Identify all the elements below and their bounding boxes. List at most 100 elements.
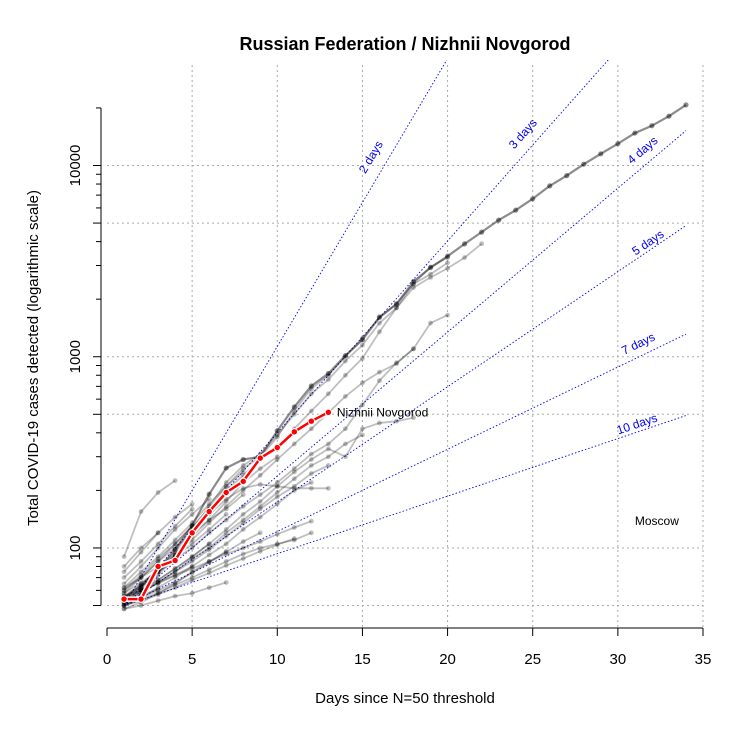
region-point <box>138 581 144 587</box>
y-axis-label: Total COVID-19 cases detected (logarithm… <box>25 190 42 526</box>
doubling-label: 7 days <box>619 330 657 358</box>
region-point <box>223 527 229 532</box>
region-point <box>240 469 246 475</box>
region-point <box>223 517 229 523</box>
highlight-point <box>256 454 264 462</box>
region-line <box>123 479 176 558</box>
region-point <box>223 483 229 489</box>
region-point <box>121 590 127 596</box>
region-point <box>138 580 144 585</box>
highlight-point <box>324 408 333 417</box>
moscow-point <box>564 173 570 179</box>
region-line <box>123 483 329 592</box>
region-line <box>123 531 261 610</box>
region-point <box>189 501 195 507</box>
x-tick-label: 20 <box>439 651 456 668</box>
region-point <box>325 446 331 452</box>
region-point <box>138 545 144 551</box>
region-point <box>274 480 280 485</box>
region-point <box>189 545 195 551</box>
region-point <box>138 603 144 608</box>
region-point <box>343 441 348 447</box>
region-point <box>274 531 280 537</box>
region-point <box>308 391 314 397</box>
moscow-point <box>376 314 383 320</box>
region-point <box>325 441 331 447</box>
region-point <box>274 432 280 438</box>
region-point <box>155 530 161 536</box>
region-point <box>291 408 297 414</box>
region-point <box>206 530 212 536</box>
region-point <box>257 499 263 504</box>
region-line <box>123 416 414 604</box>
region-point <box>257 472 263 478</box>
moscow-point <box>598 151 604 157</box>
moscow-point <box>206 491 212 497</box>
region-point <box>257 492 263 498</box>
region-point <box>155 590 161 596</box>
region-point <box>308 530 314 536</box>
region-point <box>121 585 127 591</box>
region-line <box>123 481 312 607</box>
region-point <box>291 469 297 475</box>
region-point <box>240 503 246 509</box>
region-line <box>123 543 210 600</box>
region-point <box>172 569 178 575</box>
highlight-point <box>307 417 316 425</box>
highlight-point <box>137 595 145 603</box>
region-point <box>223 511 229 517</box>
region-point <box>394 305 399 311</box>
region-point <box>325 377 331 382</box>
moscow-point <box>649 123 655 129</box>
region-point <box>223 551 229 557</box>
highlight-point <box>154 562 162 571</box>
region-point <box>121 585 127 591</box>
region-point <box>121 606 127 612</box>
region-point <box>155 580 161 585</box>
region-point <box>189 570 195 576</box>
highlight-point <box>273 443 281 452</box>
region-point <box>206 545 212 551</box>
region-point <box>206 559 212 564</box>
region-point <box>360 402 365 408</box>
region-point <box>172 541 178 547</box>
region-point <box>138 569 144 575</box>
highlight-point <box>239 477 247 486</box>
region-point <box>257 503 263 509</box>
region-point <box>428 320 433 326</box>
region-point <box>291 537 297 543</box>
region-point <box>121 603 127 608</box>
x-tick-label: 25 <box>524 651 541 668</box>
region-point <box>121 587 127 593</box>
region-point <box>411 285 416 290</box>
region-point <box>155 585 161 591</box>
region-point <box>172 566 178 571</box>
x-tick-label: 30 <box>610 651 627 668</box>
region-point <box>172 541 178 547</box>
region-point <box>138 549 144 555</box>
region-point <box>240 556 246 561</box>
region-point <box>121 554 127 560</box>
region-point <box>223 530 229 536</box>
doubling-label: 2 days <box>356 138 386 176</box>
region-point <box>121 587 127 593</box>
highlight-point <box>171 556 179 565</box>
region-point <box>360 432 365 438</box>
region-point <box>206 527 212 532</box>
region-point <box>257 548 263 554</box>
region-point <box>308 485 314 491</box>
region-point <box>291 483 297 489</box>
x-tick-label: 5 <box>188 651 196 668</box>
region-line <box>123 434 363 602</box>
region-point <box>189 520 195 526</box>
region-point <box>223 548 229 554</box>
moscow-point <box>172 547 178 553</box>
region-point <box>206 520 212 526</box>
region-point <box>360 356 365 361</box>
region-point <box>274 490 280 495</box>
region-point <box>121 590 127 596</box>
region-point <box>138 509 144 514</box>
region-point <box>155 541 161 547</box>
region-point <box>206 547 212 553</box>
